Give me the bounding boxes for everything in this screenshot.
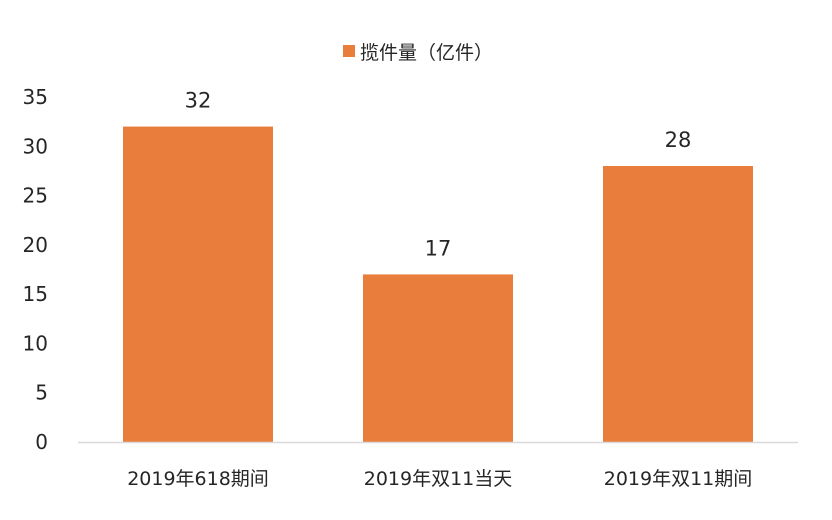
y-axis-tick-labels: 0 5 10 15 20 25 30 35 xyxy=(23,85,48,454)
y-tick-label: 15 xyxy=(23,282,48,306)
x-category-label: 2019年双11当天 xyxy=(364,468,513,490)
bars xyxy=(123,126,753,443)
y-tick-label: 25 xyxy=(23,184,48,208)
bar xyxy=(603,166,753,442)
y-tick-label: 30 xyxy=(23,134,48,158)
y-tick-label: 20 xyxy=(23,233,48,257)
data-label: 32 xyxy=(185,89,212,113)
bar xyxy=(123,126,273,443)
bar xyxy=(363,274,513,442)
y-tick-label: 35 xyxy=(23,85,48,109)
y-tick-label: 10 xyxy=(23,331,48,355)
y-tick-label: 0 xyxy=(35,430,48,454)
data-label: 28 xyxy=(665,128,692,152)
x-category-label: 2019年双11期间 xyxy=(604,468,753,490)
legend-label: 揽件量（亿件） xyxy=(360,42,493,64)
x-category-label: 2019年618期间 xyxy=(127,468,269,490)
data-label: 17 xyxy=(425,236,452,260)
x-axis-category-labels: 2019年618期间 2019年双11当天 2019年双11期间 xyxy=(127,468,752,490)
y-tick-label: 5 xyxy=(35,381,48,405)
legend: 揽件量（亿件） xyxy=(343,42,493,64)
legend-swatch xyxy=(343,45,355,57)
data-labels: 32 17 28 xyxy=(185,89,692,261)
